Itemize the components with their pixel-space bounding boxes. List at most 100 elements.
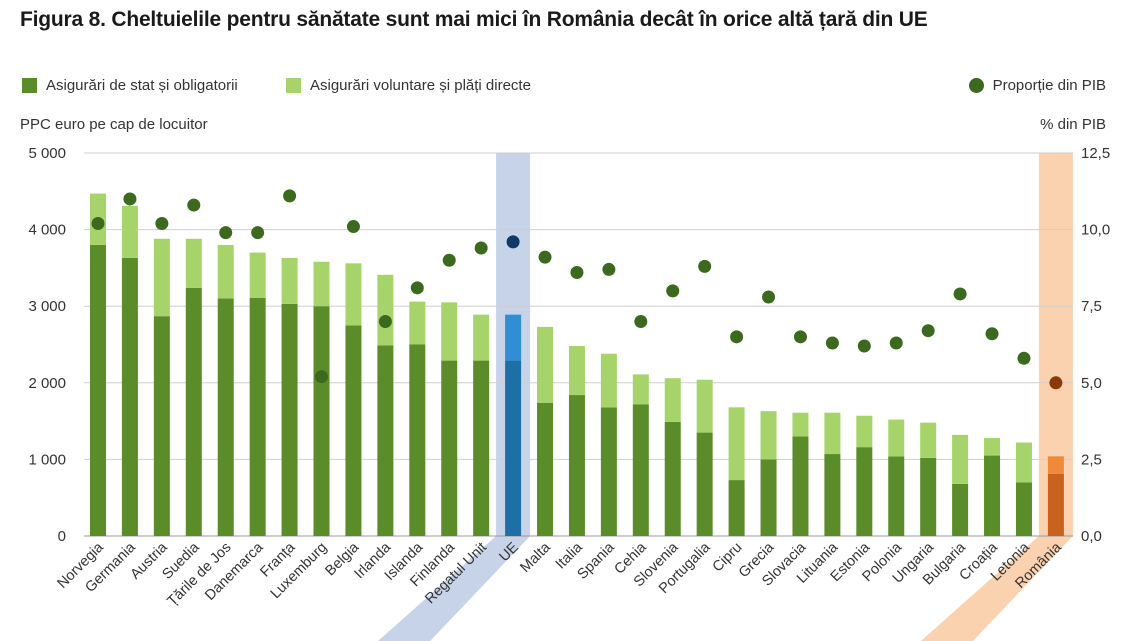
gdp-dot bbox=[953, 287, 967, 301]
bar-private bbox=[664, 378, 681, 422]
bar-private bbox=[441, 302, 458, 361]
gdp-dot bbox=[730, 330, 744, 344]
bar-public bbox=[409, 344, 426, 536]
gdp-dot bbox=[793, 330, 807, 344]
bar-public bbox=[760, 459, 777, 536]
y-tick-label-left: 1 000 bbox=[28, 451, 66, 468]
gdp-dot bbox=[538, 250, 552, 264]
bar-private bbox=[920, 422, 937, 458]
gdp-dot bbox=[410, 281, 424, 295]
bar-private bbox=[984, 437, 1001, 456]
eu-highlight-band bbox=[378, 153, 531, 641]
gdp-dot bbox=[698, 259, 712, 273]
bar-public bbox=[1015, 482, 1032, 536]
bar-public bbox=[728, 480, 745, 536]
bar-private bbox=[696, 379, 713, 433]
bar-public bbox=[952, 483, 969, 536]
bar-public bbox=[984, 455, 1001, 536]
bar-private bbox=[249, 252, 266, 298]
gdp-dot bbox=[442, 253, 456, 267]
bar-private bbox=[345, 263, 362, 326]
bar-public bbox=[345, 325, 362, 536]
bar-public bbox=[600, 407, 617, 536]
bar-private bbox=[281, 257, 298, 304]
y-axis-label-right: % din PIB bbox=[1040, 116, 1106, 133]
bar-private bbox=[377, 274, 394, 346]
bar-private bbox=[568, 346, 585, 396]
bar-private bbox=[217, 244, 234, 299]
legend-public-label: Asigurări de stat și obligatorii bbox=[46, 77, 238, 94]
bar-private bbox=[313, 261, 330, 307]
bar-public bbox=[121, 257, 138, 536]
bar-private bbox=[473, 314, 490, 361]
gdp-dot bbox=[825, 336, 839, 350]
legend-public: Asigurări de stat și obligatorii bbox=[22, 77, 238, 94]
gdp-dot bbox=[378, 315, 392, 329]
bar-private bbox=[505, 314, 522, 361]
gdp-dot bbox=[1049, 376, 1063, 390]
bar-public bbox=[1047, 473, 1064, 536]
bar-private bbox=[632, 374, 649, 405]
gdp-dot bbox=[570, 265, 584, 279]
bar-public bbox=[568, 395, 585, 536]
bar-public bbox=[313, 306, 330, 536]
y-tick-label-right: 0,0 bbox=[1081, 528, 1102, 545]
gdp-dot bbox=[219, 226, 233, 240]
gdp-dot bbox=[506, 235, 520, 249]
y-tick-label-right: 5,0 bbox=[1081, 375, 1102, 392]
bar-private bbox=[409, 301, 426, 345]
gdp-dot bbox=[123, 192, 137, 206]
bar-private bbox=[121, 205, 138, 258]
y-tick-label-left: 2 000 bbox=[28, 375, 66, 392]
gdp-dot bbox=[251, 226, 265, 240]
bar-private bbox=[600, 353, 617, 408]
y-tick-label-left: 5 000 bbox=[28, 145, 66, 162]
bar-public bbox=[920, 457, 937, 536]
bar-public bbox=[90, 244, 106, 537]
y-tick-label-right: 10,0 bbox=[1081, 222, 1110, 239]
bar-public bbox=[377, 345, 394, 536]
bar-public bbox=[217, 298, 234, 536]
bar-public bbox=[473, 360, 490, 536]
bar-public bbox=[185, 287, 202, 536]
bar-public bbox=[888, 456, 905, 536]
legend-private-label: Asigurări voluntare și plăți directe bbox=[310, 77, 531, 94]
chart-title: Figura 8. Cheltuielile pentru sănătate s… bbox=[20, 8, 928, 31]
gdp-dot bbox=[857, 339, 871, 353]
y-tick-label-right: 7,5 bbox=[1081, 298, 1102, 315]
legend-public-swatch bbox=[22, 78, 37, 93]
bar-public bbox=[664, 421, 681, 536]
bar-private bbox=[792, 412, 809, 437]
romania-highlight-band bbox=[920, 153, 1073, 641]
x-tick-label: Malta bbox=[517, 539, 554, 576]
bar-private bbox=[728, 407, 745, 481]
bar-private bbox=[888, 419, 905, 457]
bar-private bbox=[952, 434, 969, 484]
bar-private bbox=[1015, 442, 1032, 483]
legend-gdp-dot bbox=[968, 78, 984, 93]
gdp-dot bbox=[921, 324, 935, 338]
bar-private bbox=[1047, 456, 1064, 474]
legend-gdp-label: Proporție din PIB bbox=[992, 77, 1106, 94]
y-tick-label-left: 4 000 bbox=[28, 222, 66, 239]
bar-public bbox=[505, 360, 522, 536]
legend-private-swatch bbox=[286, 78, 301, 93]
gdp-dot bbox=[762, 290, 776, 304]
gdp-dot bbox=[1017, 351, 1031, 365]
gdp-dot bbox=[985, 327, 999, 341]
bar-public bbox=[696, 432, 713, 536]
bar-private bbox=[824, 412, 841, 455]
bar-public bbox=[856, 447, 873, 536]
y-tick-label-left: 3 000 bbox=[28, 298, 66, 315]
bar-public bbox=[153, 316, 170, 536]
gdp-dot bbox=[315, 370, 329, 384]
gdp-dot bbox=[91, 216, 105, 230]
gdp-dot bbox=[346, 220, 360, 234]
x-tick-label: Spania bbox=[574, 539, 618, 583]
gdp-dot bbox=[634, 315, 648, 329]
bar-public bbox=[441, 360, 458, 536]
bar-public bbox=[281, 303, 298, 536]
legend-private: Asigurări voluntare și plăți directe bbox=[286, 77, 531, 94]
y-tick-label-right: 2,5 bbox=[1081, 451, 1102, 468]
